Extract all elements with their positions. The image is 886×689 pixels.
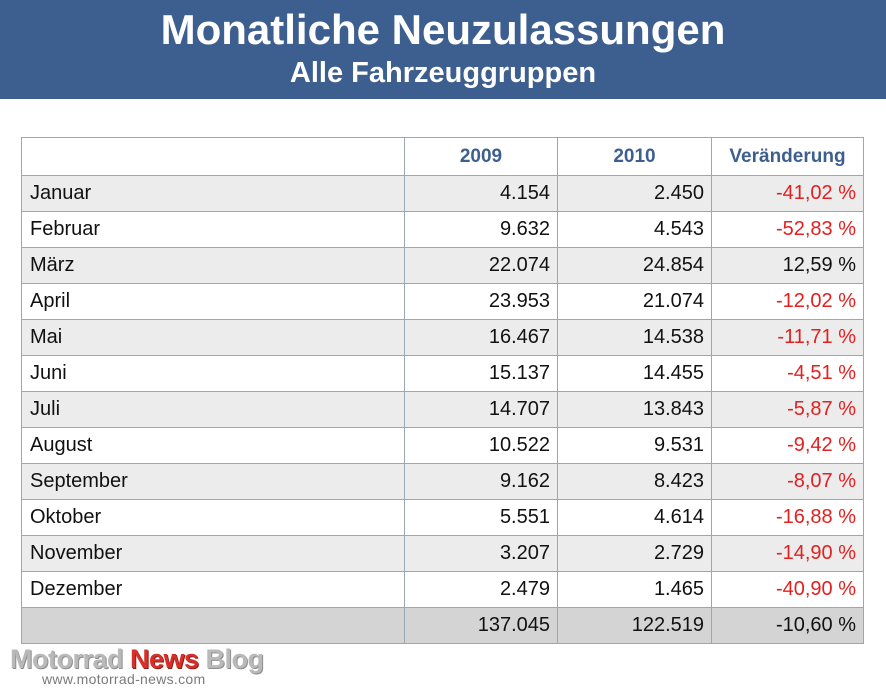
month-cell: November [21,535,405,572]
month-cell: Februar [21,211,405,248]
month-cell: August [21,427,405,464]
change-cell: -40,90 % [711,571,864,608]
table-row: Juli 14.707 13.843 -5,87 % [21,391,864,428]
change-cell: -5,87 % [711,391,864,428]
watermark-brand-b: News [130,644,199,674]
value-2009-cell: 3.207 [404,535,558,572]
watermark-brand: Motorrad News Blog [10,644,264,674]
table-row: August 10.522 9.531 -9,42 % [21,427,864,464]
total-row: 137.045 122.519 -10,60 % [21,607,864,644]
table-body: Januar 4.154 2.450 -41,02 % Februar 9.632 4.54… [21,175,864,644]
total-label-cell [21,607,405,644]
change-cell: -9,42 % [711,427,864,464]
value-2009-cell: 5.551 [404,499,558,536]
value-2010-cell: 4.614 [557,499,712,536]
value-2010-cell: 2.450 [557,175,712,212]
value-2009-cell: 2.479 [404,571,558,608]
column-header-2009: 2009 [404,137,558,176]
value-2009-cell: 16.467 [404,319,558,356]
total-change-cell: -10,60 % [711,607,864,644]
change-cell: -8,07 % [711,463,864,500]
watermark-logo: Motorrad News Blog www.motorrad-news.com [10,644,264,687]
column-header-month [21,137,405,176]
value-2010-cell: 1.465 [557,571,712,608]
month-cell: Dezember [21,571,405,608]
column-header-2010: 2010 [557,137,712,176]
month-cell: Mai [21,319,405,356]
table-row: Juni 15.137 14.455 -4,51 % [21,355,864,392]
watermark-brand-a: Motorrad [10,644,130,674]
month-cell: Januar [21,175,405,212]
value-2010-cell: 8.423 [557,463,712,500]
value-2010-cell: 21.074 [557,283,712,320]
value-2009-cell: 22.074 [404,247,558,284]
table-row: November 3.207 2.729 -14,90 % [21,535,864,572]
month-cell: April [21,283,405,320]
change-cell: -11,71 % [711,319,864,356]
value-2009-cell: 15.137 [404,355,558,392]
month-cell: Juli [21,391,405,428]
month-cell: September [21,463,405,500]
change-cell: -41,02 % [711,175,864,212]
column-header-change: Veränderung [711,137,864,176]
table-row: Februar 9.632 4.543 -52,83 % [21,211,864,248]
change-cell: -14,90 % [711,535,864,572]
page-title: Monatliche Neuzulassungen [160,6,726,53]
value-2010-cell: 14.455 [557,355,712,392]
value-2010-cell: 4.543 [557,211,712,248]
total-2010-cell: 122.519 [557,607,712,644]
table-row: April 23.953 21.074 -12,02 % [21,283,864,320]
value-2010-cell: 24.854 [557,247,712,284]
month-cell: Oktober [21,499,405,536]
change-cell: -12,02 % [711,283,864,320]
header-banner: Monatliche Neuzulassungen Alle Fahrzeugg… [0,0,886,99]
change-cell: -4,51 % [711,355,864,392]
value-2010-cell: 13.843 [557,391,712,428]
table-row: Dezember 2.479 1.465 -40,90 % [21,571,864,608]
value-2010-cell: 2.729 [557,535,712,572]
table-row: Mai 16.467 14.538 -11,71 % [21,319,864,356]
value-2009-cell: 4.154 [404,175,558,212]
value-2009-cell: 9.162 [404,463,558,500]
change-cell: -52,83 % [711,211,864,248]
table-header-row: 2009 2010 Veränderung [21,137,864,176]
month-cell: März [21,247,405,284]
value-2009-cell: 14.707 [404,391,558,428]
watermark-url: www.motorrad-news.com [42,671,206,687]
watermark-brand-c: Blog [198,644,265,674]
value-2009-cell: 10.522 [404,427,558,464]
change-cell: 12,59 % [711,247,864,284]
value-2009-cell: 23.953 [404,283,558,320]
total-2009-cell: 137.045 [404,607,558,644]
table-row: Januar 4.154 2.450 -41,02 % [21,175,864,212]
value-2010-cell: 14.538 [557,319,712,356]
value-2010-cell: 9.531 [557,427,712,464]
table-row: Oktober 5.551 4.614 -16,88 % [21,499,864,536]
month-cell: Juni [21,355,405,392]
change-cell: -16,88 % [711,499,864,536]
table-row: September 9.162 8.423 -8,07 % [21,463,864,500]
registrations-table: 2009 2010 Veränderung Januar 4.154 2.450 -4… [21,137,864,644]
page-subtitle: Alle Fahrzeuggruppen [289,57,597,89]
table-row: März 22.074 24.854 12,59 % [21,247,864,284]
value-2009-cell: 9.632 [404,211,558,248]
